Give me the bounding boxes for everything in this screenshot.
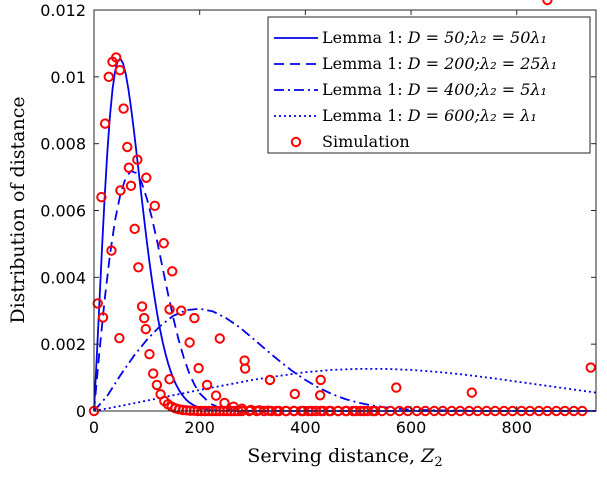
simulation-marker	[96, 191, 107, 203]
simulation-marker	[391, 382, 402, 393]
simulation-marker	[585, 362, 596, 373]
simulation-marker	[264, 374, 276, 386]
simulation-marker	[175, 305, 187, 316]
simulation-marker	[132, 154, 143, 165]
simulation-marker	[466, 387, 478, 398]
x-tick-label: 0	[89, 418, 99, 437]
simulation-marker	[239, 363, 251, 374]
simulation-marker	[167, 266, 178, 277]
simulation-marker	[289, 388, 300, 400]
x-tick-label: 400	[290, 418, 321, 437]
y-tick-label: 0.006	[40, 202, 86, 221]
legend: Lemma 1: D = 50;λ₂ = 50λ₁ Lemma 1: D = 20…	[267, 16, 591, 154]
simulation-marker	[118, 103, 129, 114]
simulation-marker	[210, 390, 222, 401]
y-tick-label: 0	[76, 402, 86, 421]
legend-label: Lemma 1: D = 50;λ₂ = 50λ₁	[322, 28, 547, 47]
legend-box	[267, 16, 591, 154]
legend-swatch-simulation	[290, 136, 302, 148]
simulation-marker	[92, 298, 103, 309]
simulation-marker	[136, 301, 148, 312]
y-axis-title: Distribution of distance	[7, 96, 29, 323]
simulation-marker	[133, 262, 144, 273]
simulation-marker	[147, 368, 159, 379]
simulation-marker	[315, 374, 326, 386]
x-tick-label: 800	[501, 418, 532, 437]
simulation-marker	[115, 185, 126, 196]
y-tick-label: 0.008	[40, 135, 86, 154]
curve-d600-line	[93, 367, 597, 412]
simulation-marker	[114, 64, 126, 76]
simulation-marker	[219, 397, 230, 409]
simulation-marker	[129, 223, 140, 235]
simulation-marker	[151, 379, 163, 391]
simulation-marker	[314, 390, 326, 401]
curve-d200-line	[93, 169, 596, 412]
simulation-marker	[184, 337, 195, 348]
simulation-marker	[542, 0, 553, 6]
simulation-marker	[114, 332, 125, 344]
simulation-marker	[164, 304, 175, 315]
simulation-marker	[164, 374, 175, 385]
legend-label-simulation: Simulation	[322, 132, 410, 151]
simulation-marker	[122, 141, 133, 153]
legend-label: Lemma 1: D = 600;λ₂ = λ₁	[322, 106, 537, 125]
simulation-marker	[214, 333, 225, 344]
simulation-marker	[144, 348, 155, 360]
simulation-marker	[106, 245, 117, 256]
simulation-marker	[149, 200, 160, 212]
simulation-marker	[189, 312, 200, 324]
simulation-marker	[125, 180, 137, 191]
x-tick-label: 200	[184, 418, 215, 437]
simulation-marker	[110, 52, 122, 63]
simulation-marker	[141, 172, 152, 183]
simulation-marker	[193, 363, 204, 374]
simulation-marker	[158, 238, 169, 249]
simulation-marker	[123, 162, 135, 173]
simulation-marker	[201, 379, 213, 391]
simulation-marker	[97, 312, 109, 323]
legend-label: Lemma 1: D = 400;λ₂ = 5λ₁	[322, 80, 547, 99]
legend-label: Lemma 1: D = 200;λ₂ = 25λ₁	[322, 54, 557, 73]
x-tick-label: 600	[396, 418, 427, 437]
simulation-marker	[103, 71, 115, 83]
y-tick-label: 0.01	[50, 68, 86, 87]
simulation-marker	[139, 312, 150, 324]
y-tick-label: 0.012	[40, 1, 86, 20]
y-tick-label: 0.002	[40, 335, 86, 354]
y-tick-label: 0.004	[40, 268, 86, 287]
x-axis-title: Serving distance, Z2	[247, 445, 442, 470]
simulation-marker	[99, 118, 111, 129]
simulation-marker	[140, 323, 151, 335]
